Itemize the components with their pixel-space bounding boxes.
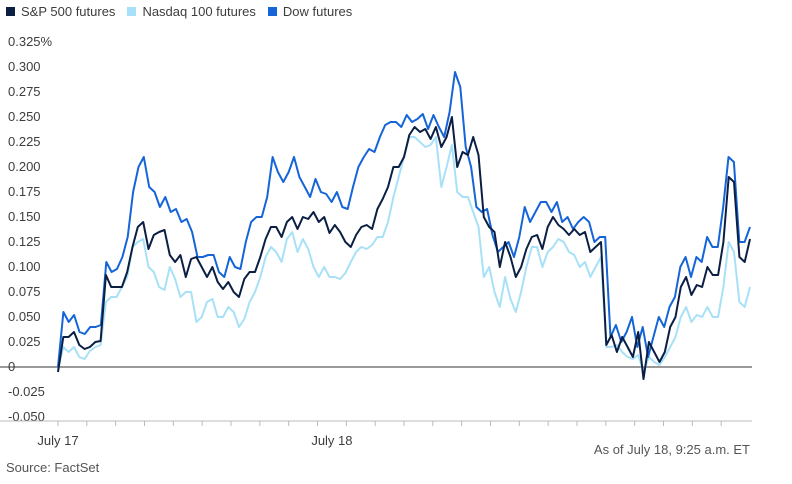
y-tick-label: 0.025 [8,334,41,349]
y-tick-label: 0.125 [8,234,41,249]
y-tick-label: -0.050 [8,409,45,424]
y-tick-label: 0.225 [8,134,41,149]
y-tick-label: 0.075 [8,284,41,299]
source-note: Source: FactSet [6,460,100,475]
legend-item: Dow futures [267,4,353,19]
y-tick-label: 0.250 [8,109,41,124]
y-tick-label: 0.325% [8,34,53,49]
y-tick-label: 0.300 [8,59,41,74]
y-tick-label: -0.025 [8,384,45,399]
y-tick-label: 0.150 [8,209,41,224]
legend-item: Nasdaq 100 futures [127,4,256,19]
y-tick-label: 0.200 [8,159,41,174]
legend-label: Dow futures [282,4,353,19]
legend-swatch [127,7,137,16]
legend-label: Nasdaq 100 futures [142,4,256,19]
x-tick-label: July 18 [311,433,352,448]
series-line-s-p-500-futures [57,116,751,380]
y-tick-label: 0.050 [8,309,41,324]
series-line-nasdaq-100-futures [57,136,751,373]
y-tick-label: 0.175 [8,184,41,199]
timestamp-note: As of July 18, 9:25 a.m. ET [593,442,750,457]
y-tick-label: 0.100 [8,259,41,274]
x-tick-label: July 17 [37,433,78,448]
legend-label: S&P 500 futures [21,4,116,19]
legend-swatch [6,7,15,16]
y-tick-label: 0.275 [8,84,41,99]
chart-legend: S&P 500 futures Nasdaq 100 futures Dow fut… [6,4,352,19]
legend-item: S&P 500 futures [6,4,115,19]
legend-swatch [267,7,277,16]
series-line-dow-futures [57,71,751,368]
